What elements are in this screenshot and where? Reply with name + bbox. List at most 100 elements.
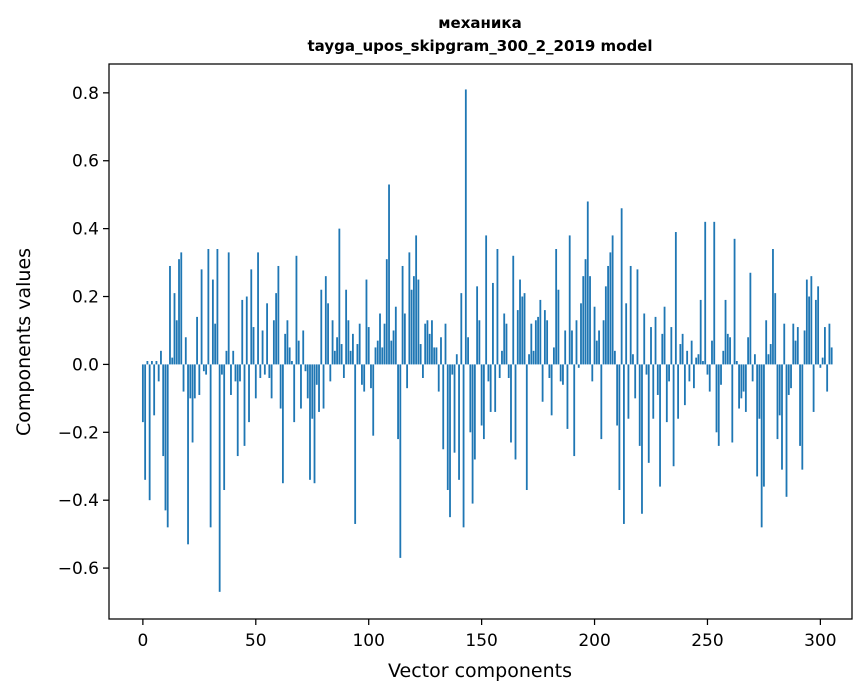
bar-144 [467,337,469,365]
bar-53 [261,330,264,365]
bar-248 [702,361,704,365]
bar-17 [180,252,183,365]
bar-108 [385,259,388,365]
bar-102 [372,364,375,436]
bar-76 [313,364,316,484]
bar-255 [717,364,720,446]
bar-185 [559,364,562,382]
bar-200 [593,306,596,365]
bar-147 [473,364,476,460]
bar-304 [828,323,831,365]
bar-287 [790,364,792,389]
bar-292 [801,364,804,470]
bar-57 [270,364,273,399]
x-tick-label: 50 [245,631,267,651]
bar-88 [340,344,343,365]
bar-32 [214,323,217,365]
bar-169 [523,293,526,365]
bar-291 [799,364,801,446]
bar-36 [223,364,226,491]
bar-9 [162,364,165,457]
bar-84 [331,320,334,365]
bar-223 [645,364,648,375]
bar-2 [146,361,149,365]
bar-119 [410,289,413,365]
bar-77 [315,364,318,385]
bar-266 [742,364,745,392]
bar-204 [602,320,605,365]
bar-19 [184,337,187,365]
bar-276 [765,320,768,365]
bar-187 [564,330,567,365]
bar-199 [591,364,594,382]
bar-157 [496,249,499,365]
bar-160 [503,313,506,365]
bar-234 [670,327,673,365]
bar-40 [232,350,235,365]
bar-51 [257,252,259,365]
bar-73 [306,364,309,399]
bar-24 [196,316,198,365]
bar-247 [699,299,702,365]
bar-206 [607,265,609,365]
bar-58 [272,320,275,365]
bar-20 [187,364,189,545]
bar-203 [600,364,603,440]
bar-105 [379,313,381,365]
bar-166 [516,310,519,365]
bar-127 [428,333,431,365]
chart-subtitle: tayga_upos_skipgram_300_2_2019 model [308,37,653,55]
bar-13 [171,357,174,365]
y-tick-label: 0.8 [72,84,99,104]
bar-155 [492,282,494,365]
bar-44 [241,299,244,365]
bar-265 [740,364,743,399]
bar-302 [824,327,826,365]
x-tick-label: 250 [691,631,723,651]
bar-268 [747,337,750,365]
bar-33 [216,249,219,365]
bar-179 [546,320,549,365]
bar-250 [706,364,709,375]
bar-299 [817,286,820,365]
bar-0 [141,364,144,423]
bar-221 [641,364,643,514]
bar-182 [552,347,555,365]
bar-236 [674,232,677,365]
bar-191 [573,364,576,457]
bar-35 [221,364,223,375]
bar-100 [367,327,370,365]
bar-67 [293,364,296,423]
bar-29 [207,249,210,365]
bars-group [141,89,833,592]
bar-210 [616,364,619,426]
plot-frame [108,63,853,620]
bar-162 [507,364,510,378]
bar-15 [175,320,178,365]
bar-196 [584,259,587,365]
bar-154 [489,364,492,412]
bar-257 [722,350,725,365]
bar-137 [451,364,454,375]
bar-194 [580,303,582,365]
bar-56 [268,364,271,378]
bar-130 [435,347,438,365]
x-axis-ticks: 0 50 100 150 200 250 300 [137,619,837,651]
y-axis-label: Components values [13,248,35,436]
bar-131 [437,364,440,392]
bar-85 [333,350,336,365]
bar-49 [252,327,255,365]
bar-211 [618,364,621,491]
bar-1 [144,364,147,480]
bar-151 [482,364,485,440]
bar-216 [629,265,632,365]
bar-21 [189,364,192,399]
bar-224 [647,364,650,463]
bar-161 [505,323,508,365]
bar-93 [352,333,354,365]
bar-4 [151,361,153,365]
bar-213 [623,364,625,524]
bar-177 [541,364,544,402]
bar-106 [381,347,384,365]
bar-31 [211,279,214,365]
